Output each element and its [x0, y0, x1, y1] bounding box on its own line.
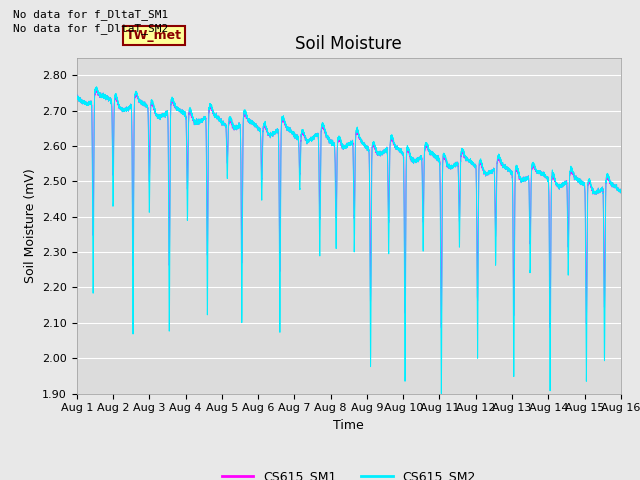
CS615_SM2	[594, 190, 602, 196]
CS615_SM1	[330, 141, 338, 146]
Line: CS615_SM1: CS615_SM1	[77, 89, 621, 328]
CS615_SM2	[73, 92, 81, 97]
CS615_SM1	[617, 188, 625, 194]
Line: CS615_SM2: CS615_SM2	[77, 87, 621, 394]
X-axis label: Time: Time	[333, 419, 364, 432]
CS615_SM2	[93, 84, 100, 90]
Text: No data for f_DltaT_SM2: No data for f_DltaT_SM2	[13, 23, 168, 34]
CS615_SM1	[486, 169, 493, 175]
CS615_SM1	[258, 176, 266, 181]
Text: TW_met: TW_met	[125, 29, 182, 42]
CS615_SM1	[471, 162, 479, 168]
CS615_SM2	[330, 141, 338, 147]
CS615_SM2	[437, 391, 445, 396]
CS615_SM2	[486, 169, 493, 175]
Y-axis label: Soil Moisture (mV): Soil Moisture (mV)	[24, 168, 36, 283]
CS615_SM1	[73, 92, 81, 97]
Title: Soil Moisture: Soil Moisture	[296, 35, 402, 53]
CS615_SM1	[438, 325, 445, 331]
Text: No data for f_DltaT_SM1: No data for f_DltaT_SM1	[13, 9, 168, 20]
CS615_SM2	[471, 162, 479, 168]
Legend: CS615_SM1, CS615_SM2: CS615_SM1, CS615_SM2	[217, 465, 481, 480]
CS615_SM1	[594, 190, 602, 196]
CS615_SM1	[93, 86, 100, 92]
CS615_SM2	[588, 182, 595, 188]
CS615_SM1	[588, 183, 595, 189]
CS615_SM2	[617, 188, 625, 194]
CS615_SM2	[258, 196, 266, 202]
